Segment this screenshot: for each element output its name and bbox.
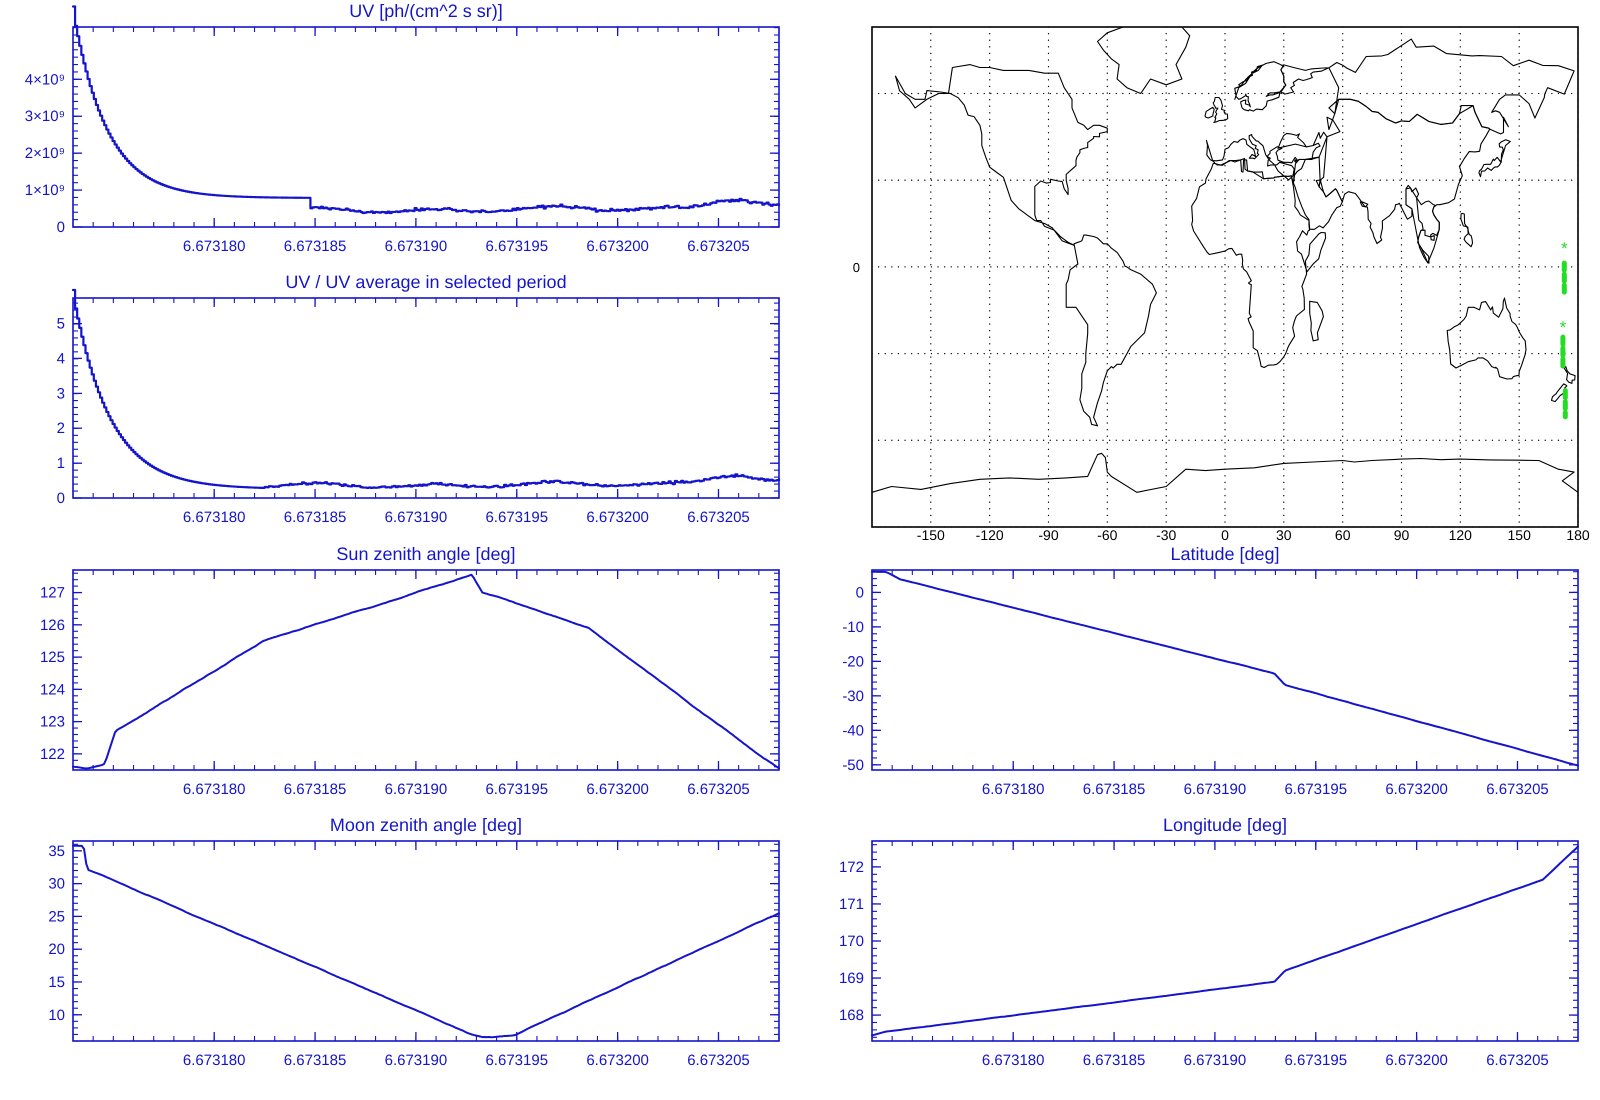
svg-text:6.673195: 6.673195: [1284, 781, 1347, 798]
svg-text:124: 124: [40, 681, 65, 698]
svg-text:UV [ph/(cm^2 s sr)]: UV [ph/(cm^2 s sr)]: [349, 1, 502, 21]
svg-text:6.673200: 6.673200: [1385, 781, 1448, 798]
svg-text:122: 122: [40, 746, 65, 763]
svg-text:6.673195: 6.673195: [485, 238, 548, 255]
svg-text:-90: -90: [1038, 527, 1058, 543]
svg-text:6.673180: 6.673180: [183, 509, 246, 526]
svg-text:6.673180: 6.673180: [982, 781, 1045, 798]
svg-text:6.673200: 6.673200: [586, 238, 649, 255]
svg-text:25: 25: [48, 908, 65, 925]
svg-text:6.673185: 6.673185: [284, 509, 347, 526]
svg-text:2×10⁹: 2×10⁹: [25, 145, 65, 162]
svg-text:169: 169: [839, 970, 864, 987]
svg-text:-30: -30: [842, 688, 864, 705]
svg-text:6.673200: 6.673200: [586, 1052, 649, 1069]
svg-text:0: 0: [57, 219, 65, 236]
svg-text:30: 30: [1276, 527, 1292, 543]
svg-text:6.673200: 6.673200: [586, 509, 649, 526]
svg-text:*: *: [1560, 318, 1567, 337]
svg-text:6.673205: 6.673205: [687, 509, 750, 526]
svg-text:171: 171: [839, 896, 864, 913]
svg-text:2: 2: [57, 420, 65, 437]
svg-text:6.673195: 6.673195: [485, 1052, 548, 1069]
svg-text:4: 4: [57, 350, 65, 367]
svg-text:6.673185: 6.673185: [284, 238, 347, 255]
svg-text:3: 3: [57, 385, 65, 402]
svg-text:6.673185: 6.673185: [1083, 781, 1146, 798]
svg-text:126: 126: [40, 617, 65, 634]
svg-text:60: 60: [1335, 527, 1351, 543]
svg-text:168: 168: [839, 1007, 864, 1024]
svg-text:6.673190: 6.673190: [385, 1052, 448, 1069]
svg-text:-40: -40: [842, 722, 864, 739]
svg-text:6.673190: 6.673190: [1184, 781, 1247, 798]
svg-text:6.673190: 6.673190: [385, 238, 448, 255]
svg-text:6.673200: 6.673200: [586, 781, 649, 798]
svg-text:-20: -20: [842, 653, 864, 670]
svg-text:6.673195: 6.673195: [485, 781, 548, 798]
svg-text:4×10⁹: 4×10⁹: [25, 71, 65, 88]
svg-text:20: 20: [48, 941, 65, 958]
svg-text:30: 30: [48, 876, 65, 893]
svg-text:-60: -60: [1097, 527, 1117, 543]
svg-text:6.673200: 6.673200: [1385, 1052, 1448, 1069]
svg-text:6.673190: 6.673190: [385, 509, 448, 526]
svg-text:6.673180: 6.673180: [183, 781, 246, 798]
svg-text:170: 170: [839, 933, 864, 950]
svg-text:UV / UV average in selected pe: UV / UV average in selected period: [285, 272, 566, 292]
svg-text:6.673205: 6.673205: [1486, 781, 1549, 798]
svg-text:-150: -150: [917, 527, 945, 543]
svg-text:Moon zenith angle [deg]: Moon zenith angle [deg]: [330, 815, 522, 835]
svg-text:120: 120: [1449, 527, 1473, 543]
svg-text:1×10⁹: 1×10⁹: [25, 182, 65, 199]
svg-text:10: 10: [48, 1007, 65, 1024]
svg-text:-120: -120: [976, 527, 1004, 543]
svg-text:6.673195: 6.673195: [485, 509, 548, 526]
svg-text:150: 150: [1508, 527, 1532, 543]
svg-text:Longitude [deg]: Longitude [deg]: [1163, 815, 1287, 835]
svg-text:6.673180: 6.673180: [183, 1052, 246, 1069]
svg-text:-50: -50: [842, 757, 864, 774]
svg-text:5: 5: [57, 316, 65, 333]
svg-text:172: 172: [839, 859, 864, 876]
svg-text:127: 127: [40, 585, 65, 602]
svg-text:6.673190: 6.673190: [385, 781, 448, 798]
svg-text:3×10⁹: 3×10⁹: [25, 108, 65, 125]
svg-text:0: 0: [856, 584, 864, 601]
svg-text:-10: -10: [842, 619, 864, 636]
svg-text:6.673185: 6.673185: [284, 781, 347, 798]
svg-text:*: *: [1561, 239, 1568, 258]
svg-text:0: 0: [1221, 527, 1229, 543]
svg-text:6.673185: 6.673185: [284, 1052, 347, 1069]
svg-text:90: 90: [1394, 527, 1410, 543]
svg-text:6.673180: 6.673180: [982, 1052, 1045, 1069]
svg-text:0: 0: [853, 260, 860, 275]
svg-text:Latitude [deg]: Latitude [deg]: [1170, 544, 1279, 564]
svg-text:6.673205: 6.673205: [1486, 1052, 1549, 1069]
svg-text:Sun zenith angle [deg]: Sun zenith angle [deg]: [336, 544, 515, 564]
svg-text:6.673185: 6.673185: [1083, 1052, 1146, 1069]
svg-text:6.673195: 6.673195: [1284, 1052, 1347, 1069]
svg-text:123: 123: [40, 714, 65, 731]
svg-text:6.673180: 6.673180: [183, 238, 246, 255]
svg-text:6.673205: 6.673205: [687, 1052, 750, 1069]
svg-text:6.673205: 6.673205: [687, 238, 750, 255]
svg-text:6.673190: 6.673190: [1184, 1052, 1247, 1069]
svg-text:-30: -30: [1156, 527, 1176, 543]
svg-text:125: 125: [40, 649, 65, 666]
svg-text:6.673205: 6.673205: [687, 781, 750, 798]
svg-text:180: 180: [1566, 527, 1590, 543]
svg-text:1: 1: [57, 455, 65, 472]
svg-text:0: 0: [57, 490, 65, 507]
svg-text:15: 15: [48, 974, 65, 991]
svg-text:35: 35: [48, 843, 65, 860]
